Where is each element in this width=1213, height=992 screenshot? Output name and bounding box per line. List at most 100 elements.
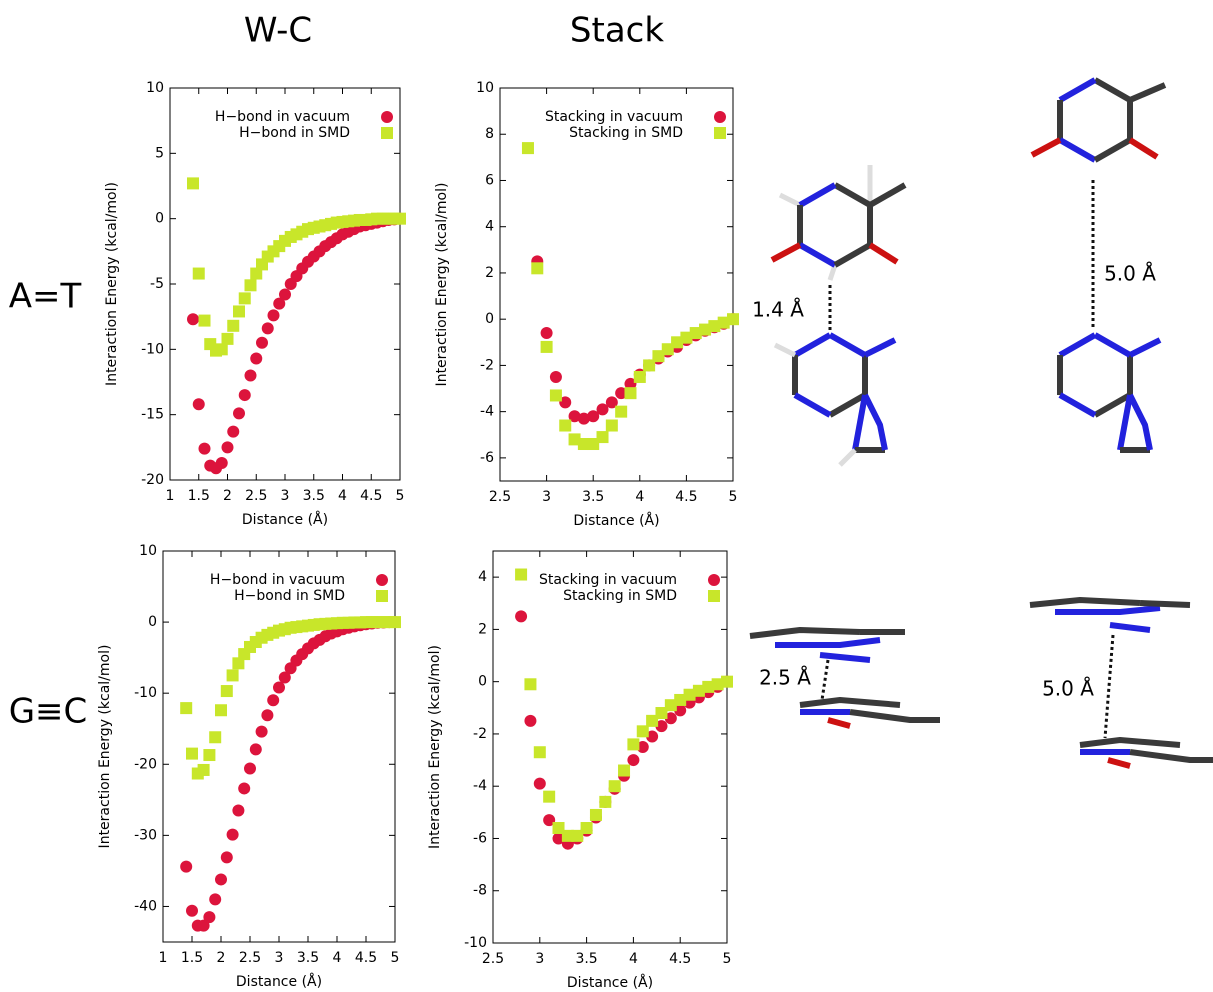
point: [227, 320, 239, 332]
point: [222, 333, 234, 345]
point: [193, 398, 205, 410]
point: [198, 764, 210, 776]
y-tick-label: 0: [155, 211, 164, 227]
x-tick-label: 2.5: [482, 951, 504, 967]
y-tick-label: 5: [155, 145, 164, 161]
y-axis-label: Interaction Energy (kcal/mol): [434, 183, 450, 387]
legend-marker: [381, 127, 393, 139]
x-tick-label: 4: [635, 489, 644, 505]
x-tick-label: 3.5: [582, 489, 604, 505]
point: [216, 457, 228, 469]
annotation: 2.5 Å: [759, 666, 811, 690]
legend-marker: [376, 590, 388, 602]
point: [534, 746, 546, 758]
x-tick-label: 3.5: [297, 950, 319, 966]
x-tick-label: 1: [166, 488, 175, 504]
point: [618, 765, 630, 777]
y-tick-label: -20: [134, 756, 157, 772]
point: [245, 279, 257, 291]
point: [267, 694, 279, 706]
point: [232, 804, 244, 816]
legend-marker: [714, 111, 726, 123]
x-tick-label: 1.5: [181, 950, 203, 966]
point: [581, 822, 593, 834]
point: [515, 610, 527, 622]
y-tick-label: -15: [141, 407, 164, 423]
y-tick-label: 6: [485, 172, 494, 188]
x-axis-label: Distance (Å): [242, 511, 328, 528]
y-tick-label: -2: [473, 726, 487, 742]
point: [227, 669, 239, 681]
y-tick-label: -6: [473, 830, 487, 846]
point: [624, 387, 636, 399]
x-tick-label: 4.5: [675, 489, 697, 505]
y-tick-label: 0: [478, 674, 487, 690]
point: [244, 763, 256, 775]
point: [203, 911, 215, 923]
y-tick-label: 2: [485, 265, 494, 281]
legend-label: Stacking in vacuum: [539, 572, 677, 588]
point: [222, 441, 234, 453]
x-axis-label: Distance (Å): [236, 973, 322, 990]
x-axis-label: Distance (Å): [567, 974, 653, 991]
legend-marker: [381, 111, 393, 123]
x-tick-label: 3: [535, 951, 544, 967]
x-tick-label: 2: [217, 950, 226, 966]
legend-label: H−bond in vacuum: [210, 572, 345, 588]
y-tick-label: -30: [134, 827, 157, 843]
point: [550, 371, 562, 383]
legend-marker: [708, 574, 720, 586]
figure: W-C Stack A=T G≡C 1.: [0, 0, 1213, 992]
point: [597, 431, 609, 443]
point: [186, 748, 198, 760]
y-tick-label: -5: [150, 276, 164, 292]
point: [522, 142, 534, 154]
y-tick-label: 10: [476, 80, 494, 96]
point: [627, 738, 639, 750]
y-tick-label: 2: [478, 621, 487, 637]
y-axis-label: Interaction Energy (kcal/mol): [104, 182, 120, 386]
point: [590, 809, 602, 821]
point: [187, 313, 199, 325]
x-tick-label: 4: [333, 950, 342, 966]
point: [215, 873, 227, 885]
point: [245, 369, 257, 381]
point: [389, 616, 401, 628]
x-tick-label: 5: [396, 488, 405, 504]
point: [534, 778, 546, 790]
x-tick-label: 3.5: [303, 488, 325, 504]
y-tick-label: 8: [485, 126, 494, 142]
point: [550, 389, 562, 401]
point: [209, 893, 221, 905]
point: [239, 389, 251, 401]
x-tick-label: 4.5: [669, 951, 691, 967]
legend-label: H−bond in vacuum: [215, 109, 350, 125]
point: [239, 292, 251, 304]
x-tick-label: 2.5: [239, 950, 261, 966]
legend-label: Stacking in SMD: [569, 125, 683, 141]
y-axis-label: Interaction Energy (kcal/mol): [427, 645, 443, 849]
x-tick-label: 3: [542, 489, 551, 505]
x-tick-label: 4.5: [355, 950, 377, 966]
point: [199, 315, 211, 327]
point: [227, 829, 239, 841]
x-axis-label: Distance (Å): [573, 512, 659, 529]
y-tick-label: 10: [139, 543, 157, 559]
y-tick-label: -4: [480, 404, 494, 420]
legend-marker: [376, 574, 388, 586]
plot-frame: [163, 551, 395, 942]
point: [250, 352, 262, 364]
point: [268, 309, 280, 321]
x-tick-label: 5: [729, 489, 738, 505]
y-tick-label: -6: [480, 450, 494, 466]
point: [216, 343, 228, 355]
point: [187, 177, 199, 189]
y-tick-label: -4: [473, 778, 487, 794]
point: [215, 704, 227, 716]
point: [209, 731, 221, 743]
point: [203, 749, 215, 761]
point: [221, 685, 233, 697]
point: [541, 327, 553, 339]
y-tick-label: 4: [485, 219, 494, 235]
point: [193, 268, 205, 280]
